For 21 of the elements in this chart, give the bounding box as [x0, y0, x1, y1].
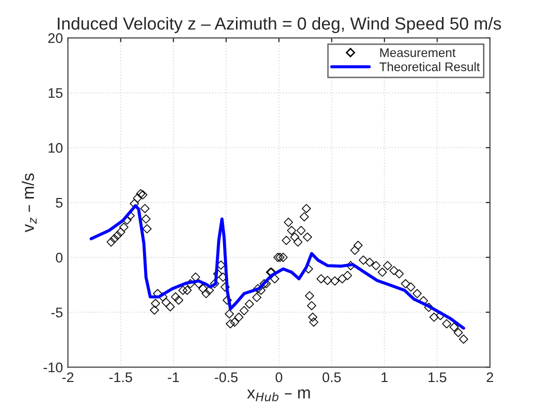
x-tick-label: -0.5: [214, 372, 238, 382]
y-tick-label: 15: [48, 88, 62, 98]
x-axis-title: x$_{Hub}$ – m: [247, 389, 310, 402]
y-axis-title: v$_{z}$ – m/s: [22, 173, 37, 232]
y-tick-label: 0: [56, 252, 63, 263]
x-tick-label: -2: [62, 372, 74, 382]
x-tick-label: -1.5: [109, 372, 132, 382]
y-tick-label: 5: [56, 198, 62, 208]
x-tick-label: 0.5: [322, 372, 341, 382]
y-tick-label: 20: [48, 33, 63, 44]
x-tick-label: 1: [382, 372, 388, 382]
legend-label: Theoretical Result: [380, 62, 480, 72]
chart-title: Induced Velocity z – Azimuth = 0 deg, Wind Speed 50 m/s: [58, 16, 502, 34]
x-tick-label: 0: [276, 372, 282, 382]
x-tick-label: -1: [168, 372, 179, 382]
y-tick-label: -10: [44, 362, 63, 372]
y-tick-label: -5: [51, 308, 62, 318]
legend-label: Measurement: [380, 48, 456, 58]
y-tick-label: 10: [48, 142, 63, 153]
x-tick-label: 2: [486, 372, 494, 382]
x-tick-label: 1.5: [428, 372, 446, 382]
